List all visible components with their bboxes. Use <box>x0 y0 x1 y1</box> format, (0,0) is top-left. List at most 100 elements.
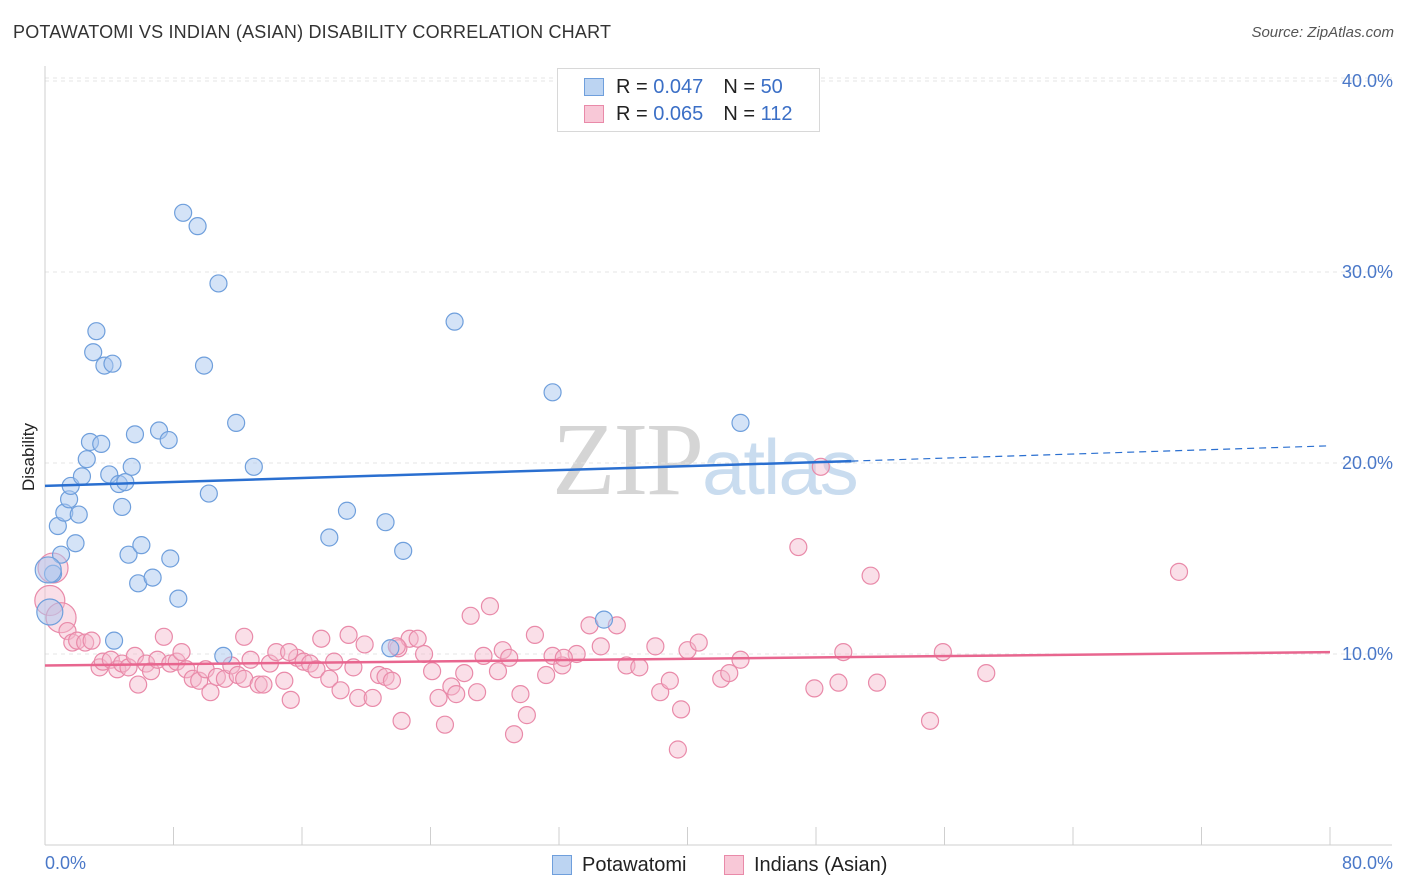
potawatomi-point <box>36 598 64 626</box>
potawatomi-point <box>169 589 188 608</box>
potawatomi-point <box>132 536 151 555</box>
legend-r-value: 0.065 <box>653 102 704 125</box>
y-tick-label: 30.0% <box>1342 262 1393 282</box>
indians-asian-point <box>129 675 148 694</box>
potawatomi-point <box>214 646 233 666</box>
potawatomi-point <box>194 356 214 375</box>
indians-asian-point <box>254 675 273 694</box>
indians-asian-point <box>504 725 524 744</box>
x-tick-label: 80.0% <box>1342 853 1393 873</box>
legend-row-indians-asian: R = 0.065 N = 112 <box>584 102 792 126</box>
indians-asian-point <box>554 648 573 667</box>
indians-asian-point <box>414 644 434 664</box>
potawatomi-point <box>77 450 96 469</box>
potawatomi-point <box>103 354 122 373</box>
indians-asian-point <box>275 671 294 690</box>
indians-asian-point <box>249 675 268 694</box>
indians-asian-point <box>58 621 77 641</box>
x-tick-labels: 0.0% 80.0% <box>45 853 1393 873</box>
potawatomi-point <box>161 549 180 568</box>
indians-asian-point <box>154 627 173 646</box>
source-label: Source: ZipAtlas.com <box>1251 24 1394 41</box>
y-tick-label: 20.0% <box>1342 453 1393 473</box>
series-label-potawatomi: Potawatomi <box>582 853 687 876</box>
legend-r-value: 0.047 <box>653 75 704 98</box>
indians-asian-point <box>280 642 299 662</box>
indians-asian-point <box>1169 562 1189 581</box>
indians-asian-point <box>172 642 191 662</box>
indians-asian-point <box>349 688 368 708</box>
indians-asian-point <box>331 681 350 700</box>
legend-r-label: R = <box>616 75 648 98</box>
legend-r-label: R = <box>616 102 648 125</box>
legend-n-value: 112 <box>760 102 793 125</box>
y-tick-label: 10.0% <box>1342 644 1393 664</box>
indians-asian-point <box>241 650 260 669</box>
potawatomi-point <box>51 545 71 564</box>
indians-asian-point <box>429 688 448 708</box>
series-swatch-blue <box>552 855 572 875</box>
potawatomi-point <box>445 312 464 331</box>
indians-asian-point <box>382 671 402 690</box>
indians-asian-point <box>408 629 427 648</box>
potawatomi-trend-line <box>44 459 852 488</box>
potawatomi-point <box>66 534 85 553</box>
indians-asian-point <box>591 637 610 656</box>
indians-asian-trend-line <box>44 650 1331 667</box>
legend-n-label: N = <box>723 102 755 125</box>
indians-asian-point <box>933 642 952 662</box>
potawatomi-point <box>320 528 339 547</box>
indians-asian-point <box>76 633 95 652</box>
axes <box>44 66 1392 846</box>
potawatomi-point <box>112 497 132 517</box>
indians-asian-point <box>435 715 455 734</box>
potawatomi-point <box>159 430 178 450</box>
gridlines <box>45 77 1392 655</box>
potawatomi-point <box>543 383 562 402</box>
y-tick-labels: 10.0% 20.0% 30.0% 40.0% <box>1342 71 1393 664</box>
legend-swatch-pink <box>584 105 604 123</box>
series-legend-indians-asian: Indians (Asian) <box>724 852 887 878</box>
indians-asian-point <box>467 683 487 702</box>
indians-asian-point <box>141 662 161 681</box>
indians-asian-point <box>861 566 880 585</box>
indians-asian-point <box>493 641 512 660</box>
indians-asian-point <box>363 688 382 708</box>
potawatomi-point <box>381 639 400 658</box>
potawatomi-point <box>87 322 106 341</box>
indians-asian-point <box>235 627 254 646</box>
indians-asian-point <box>525 625 545 645</box>
y-tick-label: 40.0% <box>1342 71 1393 91</box>
indians-asian-point <box>977 663 996 683</box>
potawatomi-point <box>376 513 395 532</box>
series-swatch-pink <box>724 855 744 875</box>
indians-asian-point <box>646 637 665 656</box>
potawatomi-point <box>188 217 207 236</box>
indians-asian-point <box>201 683 220 702</box>
potawatomi-points <box>34 203 750 666</box>
indians-asian-point <box>392 711 411 730</box>
indians-asian-point <box>267 642 286 662</box>
indians-asian-point <box>720 663 739 683</box>
potawatomi-point <box>209 274 228 293</box>
potawatomi-point <box>394 541 413 560</box>
legend-n-label: N = <box>723 75 755 98</box>
series-legend-potawatomi: Potawatomi <box>552 852 687 878</box>
potawatomi-point <box>174 203 193 222</box>
potawatomi-point <box>244 457 263 476</box>
indians-asian-point <box>281 690 300 709</box>
stats-legend: R = 0.047 N = 50 R = 0.065 N = 112 <box>557 68 820 132</box>
indians-asian-point <box>320 669 339 688</box>
legend-n-value: 50 <box>760 75 783 98</box>
potawatomi-point <box>104 631 124 650</box>
chart-title: POTAWATOMI VS INDIAN (ASIAN) DISABILITY … <box>13 22 612 42</box>
indians-asian-point <box>511 685 530 704</box>
indians-asian-point <box>312 629 331 648</box>
indians-asian-point <box>461 606 480 625</box>
indians-asian-point <box>689 633 708 652</box>
x-tick-label: 0.0% <box>45 853 86 873</box>
indians-asian-point <box>630 658 649 677</box>
potawatomi-point <box>594 610 614 629</box>
indians-asian-point <box>829 673 848 692</box>
